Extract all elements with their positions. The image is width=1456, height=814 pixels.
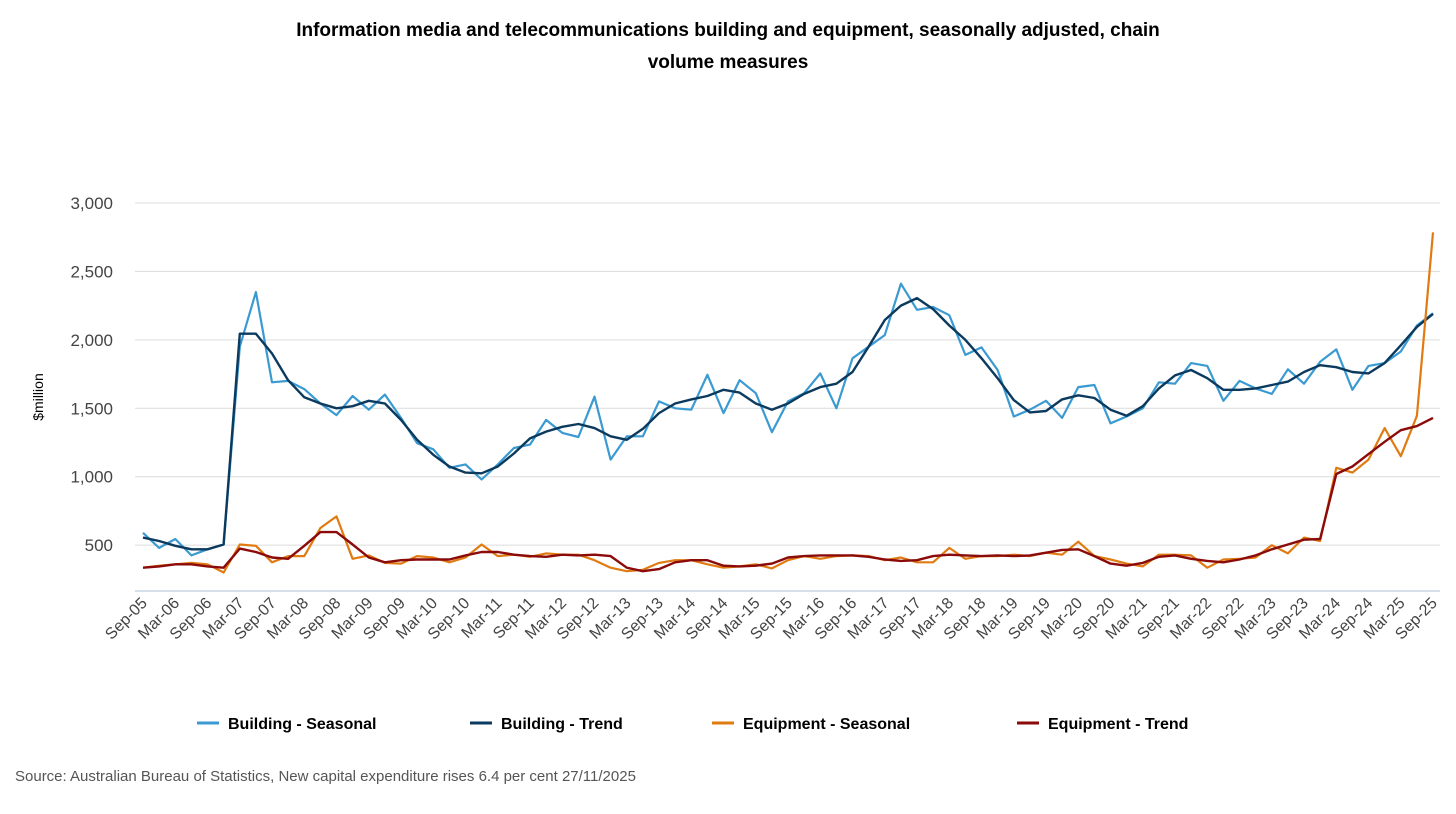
y-tick-label: 500 [85, 536, 113, 555]
legend: Building - Seasonal Building - Trend Equip… [197, 716, 1188, 733]
legend-label: Building - Trend [501, 716, 623, 733]
series-line-building-trend [142, 296, 1434, 551]
gridlines [135, 202, 1440, 546]
y-axis-ticks: 500 1,000 1,500 2,000 2,500 3,000 [70, 194, 113, 555]
source-note: Source: Australian Bureau of Statistics,… [15, 768, 636, 785]
series-lines [142, 232, 1435, 574]
y-tick-label: 2,500 [70, 262, 113, 281]
legend-item: Building - Trend [470, 716, 623, 733]
legend-label: Building - Seasonal [228, 716, 376, 733]
legend-label: Equipment - Trend [1048, 716, 1188, 733]
chart-title-line-2: volume measures [648, 52, 809, 73]
legend-item: Building - Seasonal [197, 716, 376, 733]
y-tick-label: 1,000 [70, 468, 113, 487]
y-axis-label: $million [30, 373, 46, 420]
legend-item: Equipment - Seasonal [712, 716, 910, 733]
x-axis-ticks: Sep-05Mar-06Sep-06Mar-07Sep-07Mar-08Sep-… [102, 595, 1441, 644]
legend-label: Equipment - Seasonal [743, 716, 910, 733]
y-tick-label: 1,500 [70, 399, 113, 418]
series-line-equipment-trend [142, 416, 1434, 573]
y-tick-label: 2,000 [70, 331, 113, 350]
legend-item: Equipment - Trend [1017, 716, 1188, 733]
y-tick-label: 3,000 [70, 194, 113, 213]
series-line-building-seasonal [142, 282, 1434, 557]
chart-title-line-1: Information media and telecommunications… [296, 20, 1160, 41]
